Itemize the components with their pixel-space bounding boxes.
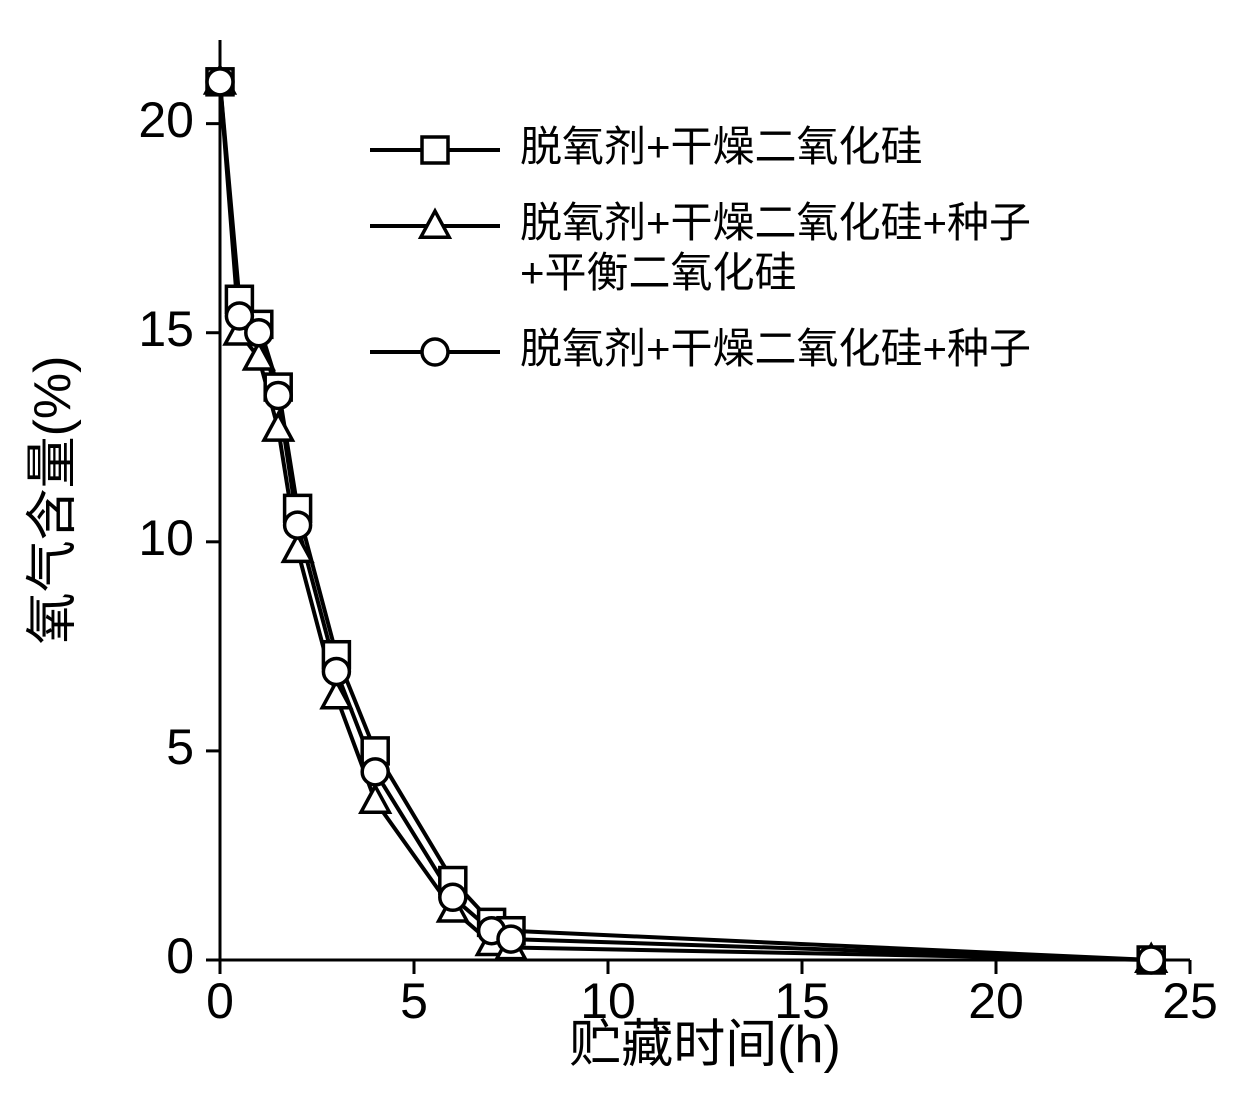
y-tick-label: 0 (166, 928, 194, 984)
x-tick-label: 20 (968, 973, 1024, 1029)
y-tick-label: 5 (166, 719, 194, 775)
x-tick-label: 5 (400, 973, 428, 1029)
oxygen-vs-time-chart: 051015200510152025贮藏时间(h)氧气含量(%)脱氧剂+干燥二氧… (0, 0, 1240, 1107)
y-tick-label: 20 (138, 92, 194, 148)
x-tick-label: 25 (1162, 973, 1218, 1029)
legend-label: 脱氧剂+干燥二氧化硅+种子 (520, 199, 1031, 246)
y-axis-title: 氧气含量(%) (24, 356, 82, 645)
x-tick-label: 0 (206, 973, 234, 1029)
x-axis-title: 贮藏时间(h) (569, 1016, 841, 1074)
legend-label: 脱氧剂+干燥二氧化硅 (520, 123, 923, 170)
y-tick-label: 15 (138, 301, 194, 357)
legend-label: +平衡二氧化硅 (520, 249, 797, 296)
y-tick-label: 10 (138, 510, 194, 566)
legend-label: 脱氧剂+干燥二氧化硅+种子 (520, 325, 1031, 372)
